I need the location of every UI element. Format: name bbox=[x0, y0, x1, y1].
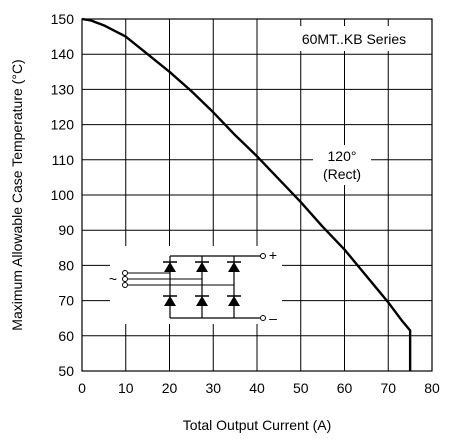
y-tick-label: 140 bbox=[51, 46, 75, 62]
plus-terminal-label: + bbox=[269, 247, 277, 263]
y-tick-label: 130 bbox=[51, 81, 75, 97]
curve-label-box bbox=[313, 145, 371, 185]
curve-label-angle: 120° bbox=[328, 148, 357, 164]
bridge-rectifier-schematic: ~ + – bbox=[109, 246, 282, 326]
y-axis-label: Maximum Allowable Case Temperature (°C) bbox=[9, 59, 25, 330]
diode-upper-2 bbox=[196, 262, 208, 272]
x-tick-label: 50 bbox=[293, 380, 309, 396]
series-label-box bbox=[279, 26, 429, 51]
x-axis-label: Total Output Current (A) bbox=[183, 417, 332, 433]
y-tick-label: 120 bbox=[51, 117, 75, 133]
x-tick-label: 70 bbox=[380, 380, 396, 396]
y-tick-label: 70 bbox=[58, 293, 74, 309]
series-label: 60MT..KB Series bbox=[302, 31, 406, 47]
x-tick-label: 40 bbox=[249, 380, 265, 396]
y-tick-label: 50 bbox=[58, 363, 74, 379]
curve-label-mode: (Rect) bbox=[323, 166, 361, 182]
diode-upper-1 bbox=[164, 262, 176, 272]
minus-terminal-label: – bbox=[269, 310, 277, 326]
diode-lower-3 bbox=[228, 296, 240, 306]
x-tick-label: 30 bbox=[205, 380, 221, 396]
x-tick-label: 80 bbox=[424, 380, 440, 396]
x-tick-labels: 0 10 20 30 40 50 60 70 80 bbox=[78, 380, 440, 396]
series-line bbox=[81, 17, 412, 371]
diode-lower-2 bbox=[196, 296, 208, 306]
x-tick-label: 20 bbox=[162, 380, 178, 396]
y-tick-label: 80 bbox=[58, 257, 74, 273]
diode-lower-1 bbox=[164, 296, 176, 306]
y-tick-labels: 50 60 70 80 90 100 110 120 130 140 150 bbox=[51, 11, 75, 379]
y-tick-label: 100 bbox=[51, 187, 75, 203]
x-tick-label: 10 bbox=[118, 380, 134, 396]
y-tick-label: 110 bbox=[52, 152, 75, 168]
x-tick-label: 0 bbox=[78, 380, 86, 396]
y-tick-label: 150 bbox=[51, 11, 75, 27]
x-tick-label: 60 bbox=[337, 380, 353, 396]
y-tick-label: 60 bbox=[58, 328, 74, 344]
ac-symbol: ~ bbox=[109, 271, 117, 287]
plot-frame bbox=[81, 18, 433, 372]
diode-upper-3 bbox=[228, 262, 240, 272]
y-tick-label: 90 bbox=[58, 222, 74, 238]
